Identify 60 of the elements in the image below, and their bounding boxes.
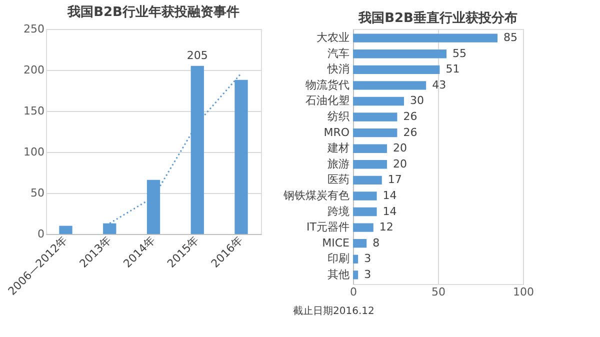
bar — [353, 254, 358, 264]
bar — [59, 226, 72, 234]
y-tick-label: 其他 — [328, 268, 350, 281]
y-tick-label: 大农业 — [316, 31, 350, 44]
data-label: 43 — [432, 78, 446, 92]
bar — [353, 112, 398, 122]
bar — [353, 81, 426, 90]
bar — [353, 223, 374, 232]
y-tick-label: 建材 — [326, 142, 350, 155]
data-label: 14 — [382, 188, 397, 202]
y-tick-label: 物流货代 — [306, 78, 350, 92]
bar — [353, 96, 404, 106]
data-label: 205 — [186, 48, 208, 62]
y-tick-label: 快消 — [326, 62, 350, 76]
y-tick-label: IT元器件 — [306, 220, 350, 234]
data-label: 55 — [452, 46, 466, 60]
chart-title: 我国B2B垂直行业获投分布 — [358, 10, 518, 26]
bar — [353, 50, 446, 58]
data-label: 14 — [382, 204, 397, 218]
bar — [353, 128, 398, 138]
y-tick-label: 50 — [30, 186, 44, 200]
bar — [353, 270, 358, 280]
data-label: 3 — [364, 252, 372, 266]
bar — [353, 192, 377, 200]
bar — [353, 144, 387, 153]
data-label: 85 — [504, 31, 518, 44]
y-tick-label: 250 — [24, 22, 44, 36]
bar — [353, 176, 382, 185]
bar — [353, 160, 387, 169]
data-label: 30 — [410, 94, 424, 108]
x-tick-label: 100 — [513, 286, 534, 298]
bar — [353, 65, 440, 74]
data-label: 17 — [388, 173, 402, 186]
y-tick-label: 印刷 — [328, 252, 350, 266]
y-tick-label: MRO — [324, 126, 350, 139]
y-tick-label: 150 — [24, 104, 44, 118]
data-label: 20 — [393, 157, 407, 170]
x-tick-label: 50 — [432, 286, 446, 298]
y-tick-label: 石油化塑 — [306, 94, 350, 108]
data-label: 3 — [364, 268, 372, 281]
data-label: 8 — [372, 236, 380, 250]
y-tick-label: 跨境 — [328, 204, 350, 218]
y-tick-label: 钢铁煤炭有色 — [282, 188, 350, 202]
data-label: 20 — [393, 142, 407, 155]
y-tick-label: 医药 — [328, 173, 350, 186]
y-tick-label: 汽车 — [328, 46, 350, 60]
y-tick-label: 纺织 — [328, 110, 350, 124]
data-label: 26 — [403, 110, 418, 124]
data-label: 26 — [403, 126, 418, 139]
data-label: 12 — [379, 220, 394, 234]
bar — [353, 34, 498, 42]
chart-title: 我国B2B行业年获投融资事件 — [66, 4, 240, 20]
bar — [353, 239, 367, 248]
bar — [353, 207, 377, 216]
y-tick-label: MICE — [322, 236, 350, 250]
y-tick-label: 旅游 — [328, 157, 350, 170]
data-label: 51 — [446, 62, 460, 76]
text: 截止日期2016.12 — [293, 305, 374, 317]
y-tick-label: 100 — [24, 146, 44, 158]
y-tick-label: 200 — [24, 64, 44, 76]
